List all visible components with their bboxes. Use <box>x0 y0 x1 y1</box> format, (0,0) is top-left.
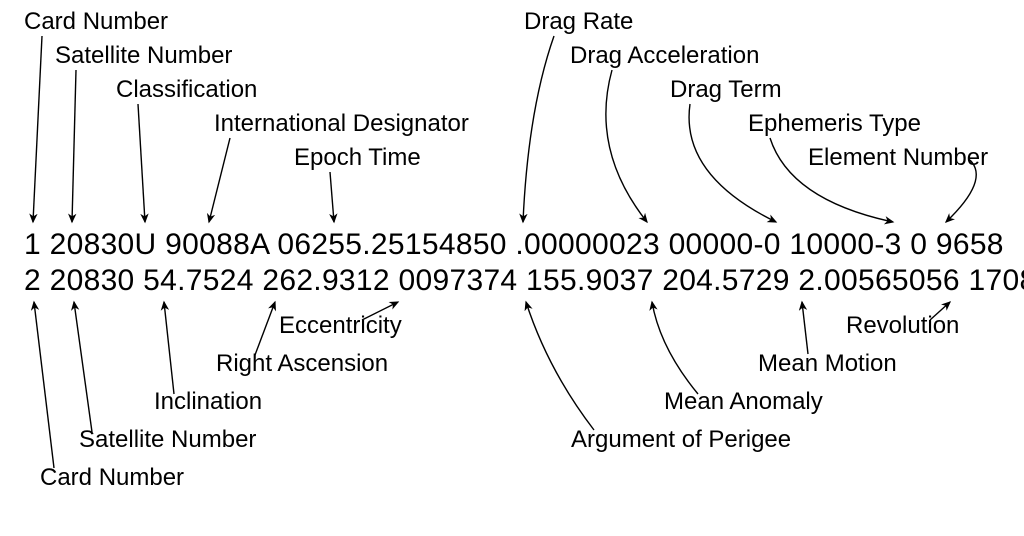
label-mean-anomaly: Mean Anomaly <box>664 388 823 416</box>
arrow-right-ascension <box>255 302 275 355</box>
tle-line-1: 1 20830U 90088A 06255.25154850 .00000023… <box>24 228 1004 262</box>
label-satellite-number-2: Satellite Number <box>79 426 256 454</box>
label-drag-rate: Drag Rate <box>524 8 633 36</box>
label-drag-term: Drag Term <box>670 76 782 104</box>
label-revolution: Revolution <box>846 312 959 340</box>
label-drag-accel: Drag Acceleration <box>570 42 759 70</box>
arrow-card-number-1 <box>33 36 42 222</box>
label-eccentricity: Eccentricity <box>279 312 402 340</box>
tle-line-2: 2 20830 54.7524 262.9312 0097374 155.903… <box>24 264 1024 298</box>
arrow-mean-anomaly <box>652 302 698 394</box>
label-inclination: Inclination <box>154 388 262 416</box>
label-card-number-2: Card Number <box>40 464 184 492</box>
arrow-mean-motion <box>802 302 808 354</box>
arrow-drag-rate <box>523 36 554 222</box>
arrow-satellite-number-1 <box>72 70 76 222</box>
arrow-intl-designator <box>209 138 230 222</box>
arrow-classification <box>138 104 145 222</box>
label-mean-motion: Mean Motion <box>758 350 897 378</box>
label-right-ascension: Right Ascension <box>216 350 388 378</box>
arrow-arg-perigee <box>526 302 594 430</box>
arrow-drag-accel <box>606 70 647 222</box>
label-card-number-1: Card Number <box>24 8 168 36</box>
arrow-inclination <box>164 302 174 394</box>
label-element-number: Element Number <box>808 144 988 172</box>
arrow-satellite-number-2 <box>74 302 92 432</box>
label-ephemeris-type: Ephemeris Type <box>748 110 921 138</box>
label-epoch-time: Epoch Time <box>294 144 421 172</box>
label-satellite-number-1: Satellite Number <box>55 42 232 70</box>
arrow-card-number-2 <box>34 302 54 468</box>
arrow-epoch-time <box>330 172 334 222</box>
label-intl-designator: International Designator <box>214 110 469 138</box>
label-classification: Classification <box>116 76 257 104</box>
label-arg-perigee: Argument of Perigee <box>571 426 791 454</box>
